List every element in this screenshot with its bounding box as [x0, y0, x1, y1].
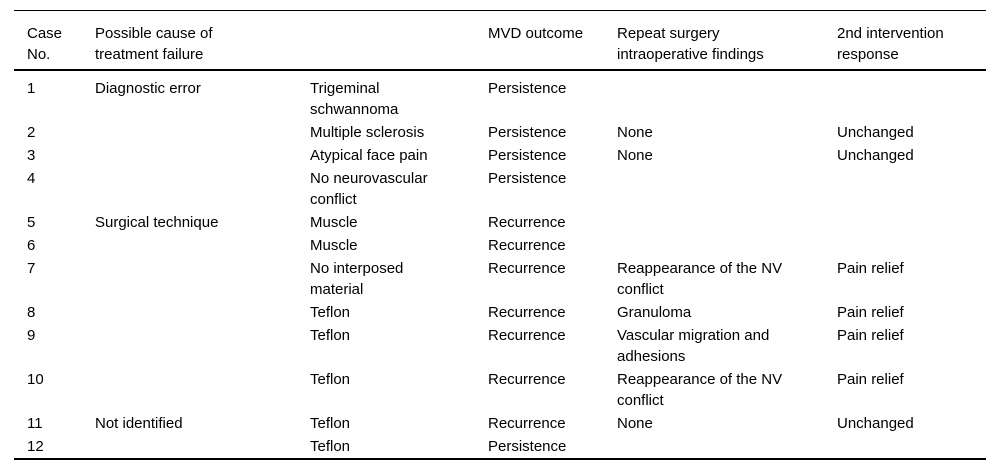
- cell-detail: Atypical face pain: [310, 147, 428, 164]
- table-body: 1 Diagnostic error Trigeminal schwannoma…: [14, 70, 986, 459]
- cell-2nd-intervention-response: [837, 234, 986, 257]
- table-row: 10 Teflon Recurrence Reappearance of the…: [14, 368, 986, 412]
- cell-2nd-intervention-response: [837, 435, 986, 459]
- cell-cause: [95, 144, 310, 167]
- cell-mvd-outcome: Recurrence: [488, 371, 566, 388]
- table-header: Case No. Possible cause of treatment fai…: [14, 10, 986, 71]
- cell-case-no: 4: [27, 170, 36, 187]
- cell-detail: Teflon: [310, 304, 351, 321]
- cell-2nd-intervention-response: Pain relief: [837, 304, 904, 321]
- cell-case-no: 10: [27, 371, 44, 388]
- cell-cause: [95, 234, 310, 257]
- cell-mvd-outcome: Recurrence: [488, 304, 566, 321]
- column-header-repeat-surgery: Repeat surgery intraoperative findings: [617, 10, 837, 71]
- cell-mvd-outcome: Persistence: [488, 80, 567, 97]
- cell-case-no: 6: [27, 237, 36, 254]
- cell-2nd-intervention-response: [837, 211, 986, 234]
- cell-detail: No neurovascular conflict: [310, 170, 428, 208]
- cell-mvd-outcome: Persistence: [488, 438, 567, 455]
- cell-2nd-intervention-response: Unchanged: [837, 124, 914, 141]
- cases-table: Case No. Possible cause of treatment fai…: [14, 10, 986, 460]
- cell-cause: Diagnostic error: [95, 80, 201, 97]
- table-row: 8 Teflon Recurrence Granuloma Pain relie…: [14, 301, 986, 324]
- cell-case-no: 3: [27, 147, 36, 164]
- cell-repeat-surgery-findings: None: [617, 124, 653, 141]
- column-header-case-no: Case No.: [14, 10, 95, 71]
- cell-case-no: 5: [27, 214, 36, 231]
- cell-2nd-intervention-response: Pain relief: [837, 371, 904, 388]
- cell-cause: [95, 324, 310, 368]
- cell-detail: Muscle: [310, 214, 358, 231]
- cell-repeat-surgery-findings: Reappearance of the NV conflict: [617, 371, 783, 409]
- cell-detail: No interposed material: [310, 260, 404, 298]
- cell-mvd-outcome: Persistence: [488, 124, 567, 141]
- table-row: 2 Multiple sclerosis Persistence None Un…: [14, 121, 986, 144]
- table-row: 6 Muscle Recurrence: [14, 234, 986, 257]
- cell-repeat-surgery-findings: [617, 435, 837, 459]
- table-row: 7 No interposed material Recurrence Reap…: [14, 257, 986, 301]
- column-header-cause: Possible cause of treatment failure: [95, 10, 310, 71]
- cell-cause: [95, 435, 310, 459]
- column-header-mvd-outcome: MVD outcome: [488, 10, 617, 71]
- cell-2nd-intervention-response: [837, 167, 986, 211]
- header-row: Case No. Possible cause of treatment fai…: [14, 10, 986, 71]
- cell-mvd-outcome: Recurrence: [488, 237, 566, 254]
- cell-2nd-intervention-response: Pain relief: [837, 327, 904, 344]
- cell-detail: Teflon: [310, 371, 351, 388]
- cell-mvd-outcome: Persistence: [488, 147, 567, 164]
- cell-case-no: 2: [27, 124, 36, 141]
- cell-mvd-outcome: Persistence: [488, 170, 567, 187]
- cell-detail: Muscle: [310, 237, 358, 254]
- cell-cause: [95, 368, 310, 412]
- cell-case-no: 7: [27, 260, 36, 277]
- cell-repeat-surgery-findings: Granuloma: [617, 304, 692, 321]
- cell-cause: [95, 257, 310, 301]
- cell-cause: [95, 167, 310, 211]
- cell-mvd-outcome: Recurrence: [488, 415, 566, 432]
- cell-repeat-surgery-findings: None: [617, 147, 653, 164]
- table-row: 3 Atypical face pain Persistence None Un…: [14, 144, 986, 167]
- cell-repeat-surgery-findings: Reappearance of the NV conflict: [617, 260, 783, 298]
- table-row: 5 Surgical technique Muscle Recurrence: [14, 211, 986, 234]
- cell-repeat-surgery-findings: [617, 70, 837, 121]
- cell-cause: Surgical technique: [95, 214, 219, 231]
- cell-case-no: 8: [27, 304, 36, 321]
- cell-case-no: 9: [27, 327, 36, 344]
- cell-2nd-intervention-response: Unchanged: [837, 415, 914, 432]
- cell-2nd-intervention-response: [837, 70, 986, 121]
- cell-cause: [95, 301, 310, 324]
- cell-repeat-surgery-findings: Vascular migration and adhesions: [617, 327, 770, 365]
- cell-2nd-intervention-response: Unchanged: [837, 147, 914, 164]
- column-header-2nd-intervention: 2nd intervention response: [837, 10, 986, 71]
- cell-cause: Not identified: [95, 415, 183, 432]
- table-row: 1 Diagnostic error Trigeminal schwannoma…: [14, 70, 986, 121]
- cell-repeat-surgery-findings: [617, 167, 837, 211]
- cell-case-no: 12: [27, 438, 44, 455]
- cell-case-no: 1: [27, 80, 36, 97]
- cell-detail: Teflon: [310, 438, 351, 455]
- cell-repeat-surgery-findings: None: [617, 415, 653, 432]
- table-row: 9 Teflon Recurrence Vascular migration a…: [14, 324, 986, 368]
- cell-repeat-surgery-findings: [617, 234, 837, 257]
- table-row: 12 Teflon Persistence: [14, 435, 986, 459]
- cell-2nd-intervention-response: Pain relief: [837, 260, 904, 277]
- column-header-detail: [310, 10, 488, 71]
- table-row: 4 No neurovascular conflict Persistence: [14, 167, 986, 211]
- cell-detail: Trigeminal schwannoma: [310, 80, 399, 118]
- cell-cause: [95, 121, 310, 144]
- cell-case-no: 11: [27, 415, 43, 432]
- cell-mvd-outcome: Recurrence: [488, 260, 566, 277]
- cell-repeat-surgery-findings: [617, 211, 837, 234]
- cell-detail: Teflon: [310, 415, 351, 432]
- cell-mvd-outcome: Recurrence: [488, 214, 566, 231]
- table-row: 11 Not identified Teflon Recurrence None…: [14, 412, 986, 435]
- cell-detail: Teflon: [310, 327, 351, 344]
- cell-detail: Multiple sclerosis: [310, 124, 425, 141]
- cell-mvd-outcome: Recurrence: [488, 327, 566, 344]
